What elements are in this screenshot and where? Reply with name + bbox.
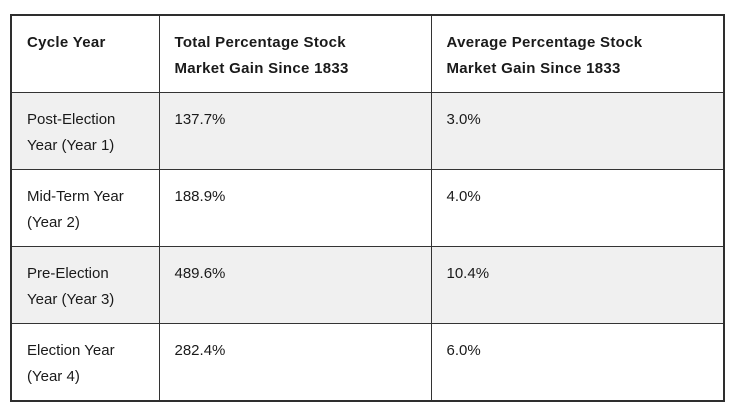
cell-average-gain: 4.0%	[430, 169, 725, 247]
stock-market-cycle-table: Cycle Year Total Percentage Stock Market…	[10, 14, 725, 402]
header-total-gain: Total Percentage Stock Market Gain Since…	[158, 14, 432, 93]
header-cycle-year: Cycle Year	[10, 14, 160, 93]
cell-cycle-year: Mid-Term Year (Year 2)	[10, 169, 160, 247]
cell-cycle-year: Pre-Election Year (Year 3)	[10, 246, 160, 324]
cell-total-gain: 137.7%	[158, 92, 432, 170]
header-average-gain: Average Percentage Stock Market Gain Sin…	[430, 14, 725, 93]
table-row-election: Election Year (Year 4) 282.4% 6.0%	[10, 323, 725, 402]
table-row-mid-term: Mid-Term Year (Year 2) 188.9% 4.0%	[10, 169, 725, 247]
cell-total-gain: 282.4%	[158, 323, 432, 402]
cell-total-gain: 188.9%	[158, 169, 432, 247]
cell-average-gain: 3.0%	[430, 92, 725, 170]
header-row: Cycle Year Total Percentage Stock Market…	[10, 14, 725, 93]
table-row-pre-election: Pre-Election Year (Year 3) 489.6% 10.4%	[10, 246, 725, 324]
cell-total-gain: 489.6%	[158, 246, 432, 324]
cell-average-gain: 6.0%	[430, 323, 725, 402]
cell-cycle-year: Post-Election Year (Year 1)	[10, 92, 160, 170]
cell-cycle-year: Election Year (Year 4)	[10, 323, 160, 402]
cell-average-gain: 10.4%	[430, 246, 725, 324]
table-row-post-election: Post-Election Year (Year 1) 137.7% 3.0%	[10, 92, 725, 170]
